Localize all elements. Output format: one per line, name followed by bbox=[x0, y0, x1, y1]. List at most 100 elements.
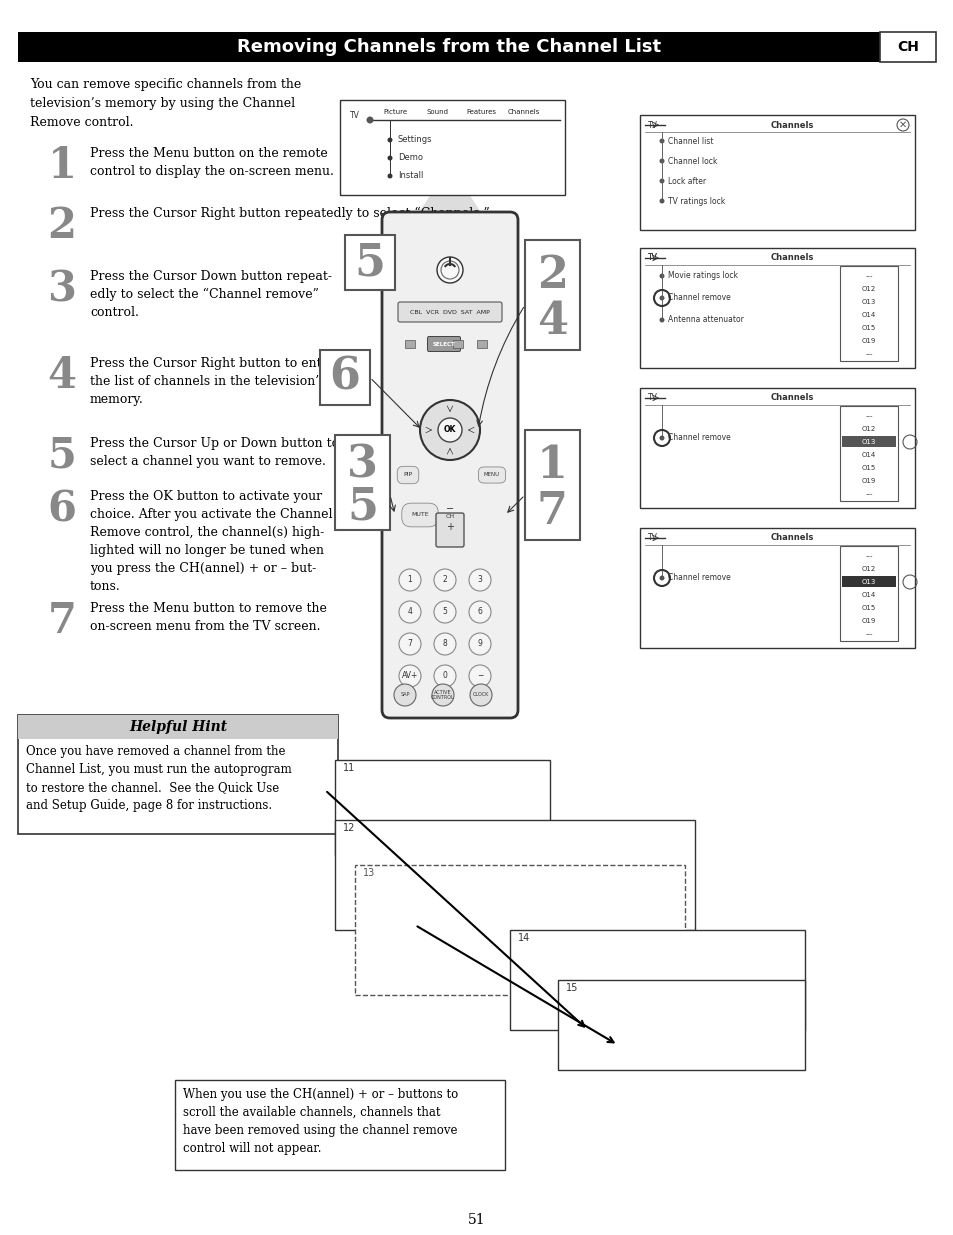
Bar bbox=[355, 864, 684, 995]
Bar bbox=[558, 981, 804, 1070]
Text: 7: 7 bbox=[48, 600, 76, 642]
Circle shape bbox=[398, 569, 420, 592]
Text: 8: 8 bbox=[442, 640, 447, 648]
Text: 7: 7 bbox=[537, 490, 567, 534]
Text: O14: O14 bbox=[861, 452, 875, 458]
Text: Channel remove: Channel remove bbox=[667, 573, 730, 583]
Text: You can remove specific channels from the
television’s memory by using the Chann: You can remove specific channels from th… bbox=[30, 78, 301, 128]
Text: Demo: Demo bbox=[397, 153, 422, 163]
Circle shape bbox=[398, 601, 420, 622]
Text: 3: 3 bbox=[477, 576, 482, 584]
Bar bbox=[453, 340, 462, 348]
Bar bbox=[524, 240, 579, 350]
Text: When you use the CH(annel) + or – buttons to
scroll the available channels, chan: When you use the CH(annel) + or – button… bbox=[183, 1088, 457, 1155]
Bar bbox=[879, 32, 935, 62]
Bar bbox=[840, 266, 897, 361]
Text: CH: CH bbox=[445, 515, 454, 520]
Text: SAP: SAP bbox=[400, 693, 410, 698]
Text: TV: TV bbox=[350, 110, 359, 120]
Circle shape bbox=[659, 179, 664, 184]
Text: −: − bbox=[476, 672, 482, 680]
FancyBboxPatch shape bbox=[427, 336, 460, 352]
Text: ---: --- bbox=[864, 273, 872, 279]
Bar bbox=[639, 388, 914, 508]
Circle shape bbox=[440, 261, 458, 279]
Text: 1: 1 bbox=[537, 443, 567, 487]
Text: Sound: Sound bbox=[427, 109, 449, 115]
Text: MENU: MENU bbox=[483, 473, 499, 478]
Text: Channels: Channels bbox=[770, 253, 813, 263]
Text: 5: 5 bbox=[442, 608, 447, 616]
Text: ✕: ✕ bbox=[898, 120, 906, 130]
Text: ---: --- bbox=[864, 351, 872, 357]
Text: MUTE: MUTE bbox=[411, 513, 428, 517]
Text: 1: 1 bbox=[407, 576, 412, 584]
Text: AV+: AV+ bbox=[401, 672, 417, 680]
Text: 14: 14 bbox=[517, 932, 530, 944]
Text: 15: 15 bbox=[565, 983, 578, 993]
Text: O19: O19 bbox=[861, 618, 875, 624]
Text: Channels: Channels bbox=[770, 121, 813, 130]
Circle shape bbox=[659, 199, 664, 204]
Text: Channel remove: Channel remove bbox=[667, 294, 730, 303]
Text: 6: 6 bbox=[477, 608, 482, 616]
Text: 0: 0 bbox=[442, 672, 447, 680]
Text: TV: TV bbox=[647, 253, 658, 263]
Text: 11: 11 bbox=[343, 763, 355, 773]
Text: 3: 3 bbox=[347, 443, 377, 487]
Circle shape bbox=[436, 257, 462, 283]
Bar bbox=[18, 715, 337, 834]
Text: SELECT: SELECT bbox=[432, 342, 455, 347]
Text: Helpful Hint: Helpful Hint bbox=[129, 720, 227, 734]
Circle shape bbox=[394, 684, 416, 706]
Text: O13: O13 bbox=[861, 579, 875, 585]
Bar bbox=[840, 546, 897, 641]
Circle shape bbox=[434, 569, 456, 592]
Circle shape bbox=[434, 664, 456, 687]
Text: Lock after: Lock after bbox=[667, 177, 705, 185]
Circle shape bbox=[398, 634, 420, 655]
Circle shape bbox=[387, 156, 392, 161]
FancyBboxPatch shape bbox=[397, 303, 501, 322]
Text: Channels: Channels bbox=[507, 109, 539, 115]
Circle shape bbox=[469, 601, 491, 622]
Bar bbox=[639, 115, 914, 230]
Circle shape bbox=[366, 116, 374, 124]
Text: ---: --- bbox=[864, 631, 872, 637]
Text: O12: O12 bbox=[861, 566, 875, 572]
Text: 6: 6 bbox=[329, 356, 360, 399]
Circle shape bbox=[659, 436, 664, 441]
Text: Antenna attenuator: Antenna attenuator bbox=[667, 315, 743, 325]
Text: 7: 7 bbox=[407, 640, 412, 648]
Text: 2: 2 bbox=[442, 576, 447, 584]
Bar bbox=[339, 100, 564, 195]
Text: O19: O19 bbox=[861, 478, 875, 484]
Text: 4: 4 bbox=[407, 608, 412, 616]
Circle shape bbox=[470, 684, 492, 706]
Text: O13: O13 bbox=[861, 438, 875, 445]
Text: Channel list: Channel list bbox=[667, 137, 713, 146]
Text: −: − bbox=[445, 504, 454, 514]
Bar bbox=[174, 1079, 504, 1170]
Text: 4: 4 bbox=[48, 354, 76, 396]
Text: Movie ratings lock: Movie ratings lock bbox=[667, 272, 738, 280]
Text: Channel remove: Channel remove bbox=[667, 433, 730, 442]
Text: Once you have removed a channel from the
Channel List, you must run the autoprog: Once you have removed a channel from the… bbox=[26, 745, 292, 811]
Text: Picture: Picture bbox=[382, 109, 407, 115]
Text: 2: 2 bbox=[537, 253, 567, 296]
Text: +: + bbox=[446, 522, 454, 532]
Bar bbox=[335, 435, 390, 530]
Bar bbox=[476, 340, 486, 348]
Text: Channel lock: Channel lock bbox=[667, 157, 717, 165]
Circle shape bbox=[469, 634, 491, 655]
Circle shape bbox=[659, 273, 664, 279]
Text: O19: O19 bbox=[861, 338, 875, 345]
Text: Press the Menu button to remove the
on-screen menu from the TV screen.: Press the Menu button to remove the on-s… bbox=[90, 601, 327, 634]
Circle shape bbox=[437, 417, 461, 442]
Circle shape bbox=[469, 569, 491, 592]
Bar bbox=[841, 436, 895, 447]
Text: 5: 5 bbox=[355, 241, 385, 284]
Text: O15: O15 bbox=[861, 605, 875, 611]
Circle shape bbox=[469, 664, 491, 687]
Circle shape bbox=[659, 158, 664, 163]
